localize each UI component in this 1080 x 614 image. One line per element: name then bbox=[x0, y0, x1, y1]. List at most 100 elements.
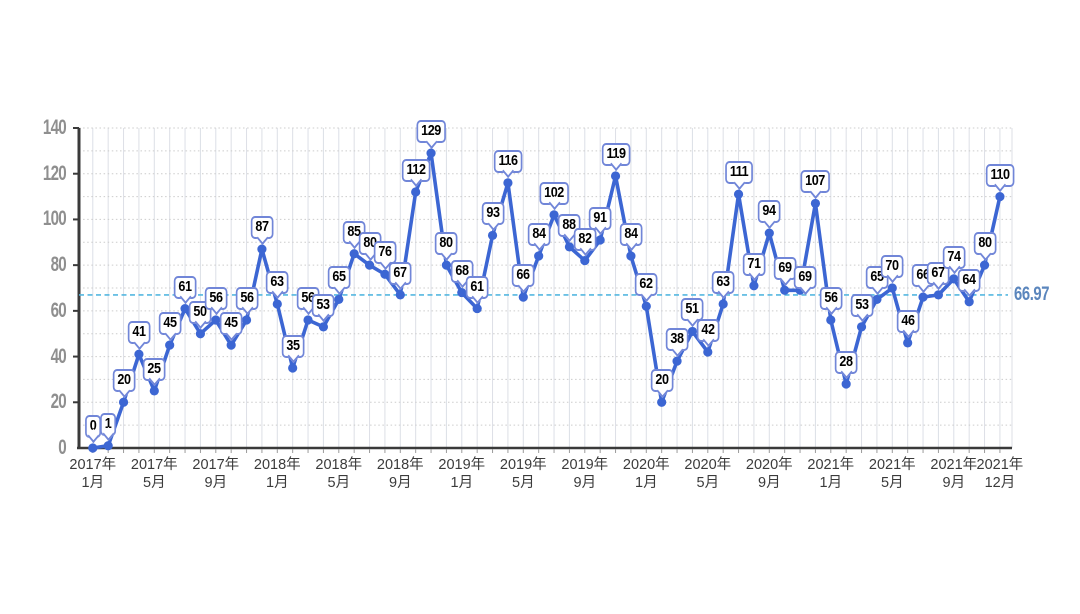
data-point-value: 1 bbox=[104, 414, 112, 432]
data-point-label: 93 bbox=[481, 202, 504, 231]
data-point bbox=[703, 347, 713, 357]
y-tick-label: 80 bbox=[50, 253, 67, 277]
data-point-value: 87 bbox=[255, 218, 269, 236]
x-tick-month: 5月 bbox=[327, 474, 351, 491]
data-point-label: 74 bbox=[942, 245, 966, 275]
data-point-value: 25 bbox=[147, 359, 162, 377]
x-tick-year: 2019年 bbox=[438, 457, 486, 473]
data-point-value: 50 bbox=[193, 302, 208, 320]
data-point bbox=[564, 242, 575, 252]
data-point bbox=[918, 292, 928, 302]
x-tick-year: 2018年 bbox=[315, 457, 363, 473]
data-point bbox=[211, 315, 221, 325]
data-point-label: 67 bbox=[389, 261, 412, 291]
x-tick-year: 2021年 bbox=[976, 457, 1024, 473]
data-point-value: 65 bbox=[870, 268, 884, 286]
data-point bbox=[334, 294, 344, 305]
data-point-value: 110 bbox=[990, 165, 1010, 183]
data-point-value: 0 bbox=[89, 417, 97, 434]
data-point-value: 56 bbox=[239, 289, 254, 306]
x-tick-label: 2017年 9月 bbox=[174, 457, 258, 492]
data-point bbox=[933, 290, 944, 300]
data-point bbox=[672, 356, 682, 366]
data-point bbox=[749, 281, 759, 291]
data-point bbox=[872, 294, 882, 305]
data-point-label: 20 bbox=[650, 369, 673, 398]
x-tick-label: 2018年 9月 bbox=[358, 457, 442, 492]
data-point-label: 61 bbox=[173, 275, 197, 305]
data-point-label: 62 bbox=[635, 273, 658, 302]
data-point-value: 45 bbox=[224, 314, 239, 332]
data-point bbox=[657, 397, 667, 407]
data-point-label: 116 bbox=[493, 149, 523, 179]
data-point-value: 129 bbox=[421, 122, 441, 140]
data-point bbox=[257, 244, 267, 254]
data-point bbox=[88, 443, 98, 453]
data-point-label: 38 bbox=[665, 328, 689, 357]
x-tick-label: 2019年 5月 bbox=[481, 457, 565, 492]
data-point-value: 53 bbox=[316, 295, 331, 313]
data-point-label: 56 bbox=[204, 287, 228, 316]
data-point-value: 56 bbox=[209, 289, 223, 306]
data-point-label: 1 bbox=[100, 412, 117, 442]
x-tick-month: 5月 bbox=[696, 474, 720, 491]
data-point bbox=[426, 148, 436, 158]
data-point bbox=[995, 191, 1005, 202]
data-point-value: 66 bbox=[916, 266, 930, 284]
data-point-label: 69 bbox=[773, 257, 796, 286]
data-point-value: 69 bbox=[778, 259, 792, 277]
x-tick-year: 2017年 bbox=[130, 457, 178, 473]
data-point-value: 94 bbox=[762, 202, 777, 220]
data-point bbox=[441, 260, 452, 270]
data-point-value: 68 bbox=[455, 261, 469, 279]
data-point-label: 112 bbox=[401, 159, 430, 188]
data-point-value: 66 bbox=[516, 266, 531, 284]
data-point-value: 63 bbox=[270, 273, 285, 290]
x-tick-month: 1月 bbox=[635, 474, 658, 491]
data-point-value: 71 bbox=[747, 254, 761, 272]
data-point bbox=[687, 326, 698, 337]
x-tick-label: 2020年 5月 bbox=[666, 457, 750, 492]
data-point bbox=[411, 187, 421, 197]
y-tick-label: 100 bbox=[42, 207, 67, 231]
data-point-value: 46 bbox=[901, 311, 915, 329]
x-tick-label: 2021年 9月 bbox=[912, 457, 996, 492]
data-point bbox=[134, 349, 144, 359]
data-point bbox=[241, 315, 252, 325]
x-tick-label: 2017年 5月 bbox=[112, 457, 196, 492]
data-point-value: 53 bbox=[854, 295, 869, 313]
data-point-value: 112 bbox=[406, 161, 426, 178]
data-point-label: 66 bbox=[512, 264, 535, 293]
y-tick-label: 20 bbox=[50, 390, 67, 414]
data-point-label: 35 bbox=[281, 335, 304, 364]
data-point-value: 51 bbox=[685, 300, 700, 318]
x-tick-year: 2017年 bbox=[69, 457, 117, 473]
data-point bbox=[949, 274, 959, 284]
x-tick-label: 2017年 1月 bbox=[51, 457, 135, 492]
data-point-value: 82 bbox=[578, 229, 592, 247]
x-tick-label: 2020年 9月 bbox=[727, 457, 811, 492]
data-point bbox=[610, 171, 621, 181]
data-point bbox=[503, 178, 513, 188]
data-point bbox=[964, 297, 974, 307]
data-point bbox=[810, 198, 821, 209]
x-tick-label: 2018年 1月 bbox=[235, 457, 319, 492]
data-point-value: 62 bbox=[639, 275, 654, 293]
data-point-label: 84 bbox=[619, 223, 643, 252]
data-point-label: 80 bbox=[973, 232, 996, 261]
data-point-label: 42 bbox=[696, 319, 720, 348]
x-tick-month: 12月 bbox=[984, 474, 1016, 491]
x-tick-label: 2021年 5月 bbox=[850, 457, 934, 492]
x-tick-label: 2020年 1月 bbox=[604, 457, 688, 492]
data-point-value: 28 bbox=[839, 353, 854, 370]
x-tick-month: 9月 bbox=[573, 474, 597, 491]
data-point-value: 65 bbox=[332, 268, 346, 286]
data-point bbox=[887, 283, 897, 293]
x-tick-year: 2019年 bbox=[561, 457, 609, 473]
data-point-label: 107 bbox=[800, 170, 830, 199]
data-point bbox=[149, 386, 159, 396]
data-point-value: 70 bbox=[885, 257, 900, 274]
data-point bbox=[518, 292, 528, 302]
data-point bbox=[841, 379, 851, 389]
